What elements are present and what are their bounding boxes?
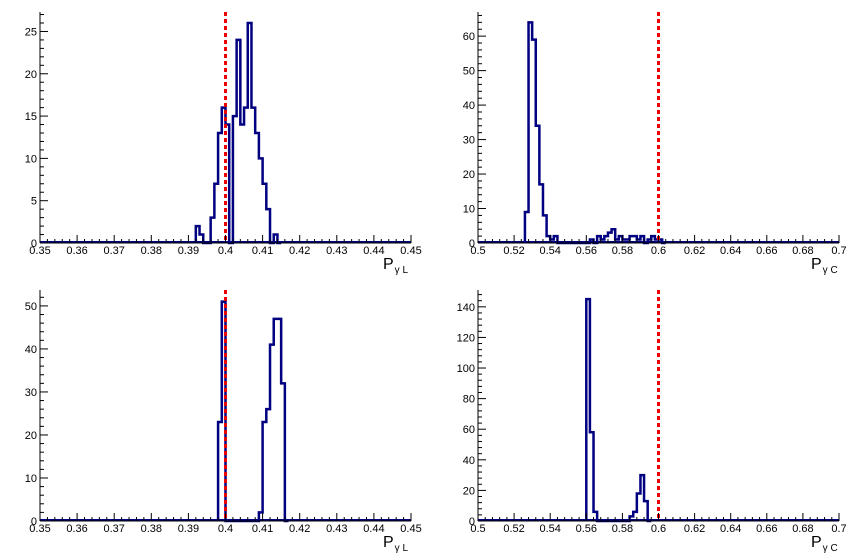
x-tick-label: 0.4	[218, 523, 233, 535]
histogram-series	[216, 300, 289, 523]
x-tick-label: 0.43	[326, 523, 347, 535]
y-tick-label: 20	[463, 169, 475, 181]
x-tick-label: 0.42	[289, 245, 310, 257]
y-tick-label: 10	[25, 473, 37, 485]
x-axis-title: Pγ C	[811, 256, 838, 276]
x-axis-title-main: P	[383, 534, 394, 551]
y-tick-label: 60	[463, 31, 475, 43]
x-axis-title-subscript: γ L	[395, 265, 409, 276]
y-tick-label: 60	[463, 424, 475, 436]
x-tick-label: 0.66	[756, 245, 777, 257]
y-tick-label: 30	[463, 135, 475, 147]
y-tick-label: 0	[469, 516, 475, 528]
x-tick-label: 0.62	[684, 523, 705, 535]
y-tick-label: 5	[31, 196, 37, 208]
y-tick-label: 25	[25, 26, 37, 38]
y-tick-label: 10	[463, 204, 475, 216]
x-tick-label: 0.45	[400, 523, 421, 535]
y-tick-label: 50	[25, 301, 37, 313]
x-tick-label: 0.54	[539, 245, 560, 257]
x-tick-label: 0.7	[831, 523, 846, 535]
x-tick-label: 0.6	[651, 523, 666, 535]
x-tick-label: 0.58	[612, 245, 633, 257]
x-tick-label: 0.64	[720, 245, 741, 257]
histogram-series	[194, 21, 282, 245]
y-tick-label: 20	[25, 430, 37, 442]
x-tick-label: 0.42	[289, 523, 310, 535]
y-tick-label: 0	[469, 238, 475, 250]
histogram-panel-3: 0.35 0.36 0.37 0.38 0.39 0.4 0.41 0.42 0.43 0.44 0…	[25, 290, 422, 554]
x-tick-label: 0.39	[178, 523, 199, 535]
x-tick-label: 0.54	[539, 523, 560, 535]
x-tick-label: 0.66	[756, 523, 777, 535]
x-tick-label: 0.68	[792, 523, 813, 535]
x-tick-label: 0.56	[576, 245, 597, 257]
y-tick-label: 100	[457, 363, 475, 375]
x-tick-label: 0.45	[400, 245, 421, 257]
x-tick-label: 0.37	[103, 245, 124, 257]
histogram-panel-1: 0.35 0.36 0.37 0.38 0.39 0.4 0.41 0.42 0.43 0.44 0…	[25, 12, 422, 276]
x-tick-label: 0.52	[503, 523, 524, 535]
x-tick-label: 0.41	[252, 245, 273, 257]
x-axis-title: Pγ L	[383, 534, 408, 554]
x-tick-label: 0.58	[612, 523, 633, 535]
x-axis-title-subscript: γ L	[395, 543, 409, 554]
x-tick-label: 0.36	[66, 245, 87, 257]
x-axis-title: Pγ L	[383, 256, 408, 276]
x-tick-label: 0.35	[29, 523, 50, 535]
histogram-series	[523, 21, 666, 245]
x-tick-label: 0.38	[141, 245, 162, 257]
x-tick-label: 0.38	[141, 523, 162, 535]
x-tick-label: 0.7	[831, 245, 846, 257]
x-axis-title-main: P	[811, 534, 822, 551]
histogram-panel-2: 0.5 0.52 0.54 0.56 0.58 0.6 0.62 0.64 0.66 0.68 0.…	[463, 12, 847, 276]
y-tick-label: 140	[457, 302, 475, 314]
x-tick-label: 0.62	[684, 245, 705, 257]
x-tick-label: 0.52	[503, 245, 524, 257]
y-tick-label: 15	[25, 111, 37, 123]
y-tick-label: 50	[463, 66, 475, 78]
y-tick-label: 0	[31, 238, 37, 250]
y-tick-label: 40	[25, 344, 37, 356]
x-axis-title: Pγ C	[811, 534, 838, 554]
x-tick-label: 0.43	[326, 245, 347, 257]
x-tick-label: 0.5	[470, 523, 485, 535]
x-tick-label: 0.44	[363, 245, 384, 257]
x-tick-label: 0.64	[720, 523, 741, 535]
y-tick-label: 30	[25, 387, 37, 399]
x-axis-title-subscript: γ C	[823, 265, 838, 276]
y-tick-label: 120	[457, 332, 475, 344]
y-tick-label: 20	[25, 69, 37, 81]
x-axis-title-main: P	[811, 256, 822, 273]
x-tick-label: 0.5	[470, 245, 485, 257]
x-tick-label: 0.68	[792, 245, 813, 257]
x-tick-label: 0.44	[363, 523, 384, 535]
x-axis-title-main: P	[383, 256, 394, 273]
y-tick-label: 80	[463, 394, 475, 406]
x-tick-label: 0.39	[178, 245, 199, 257]
x-tick-label: 0.36	[66, 523, 87, 535]
y-tick-label: 0	[31, 516, 37, 528]
x-tick-label: 0.56	[576, 523, 597, 535]
y-tick-label: 20	[463, 485, 475, 497]
x-tick-label: 0.6	[651, 245, 666, 257]
x-axis-title-subscript: γ C	[823, 543, 838, 554]
x-tick-label: 0.41	[252, 523, 273, 535]
x-tick-label: 0.35	[29, 245, 50, 257]
x-tick-label: 0.4	[218, 245, 233, 257]
histogram-panel-4: 0.5 0.52 0.54 0.56 0.58 0.6 0.62 0.64 0.66 0.68 0.…	[457, 290, 847, 554]
y-tick-label: 40	[463, 455, 475, 467]
y-tick-label: 10	[25, 153, 37, 165]
y-tick-label: 40	[463, 100, 475, 112]
x-tick-label: 0.37	[103, 523, 124, 535]
